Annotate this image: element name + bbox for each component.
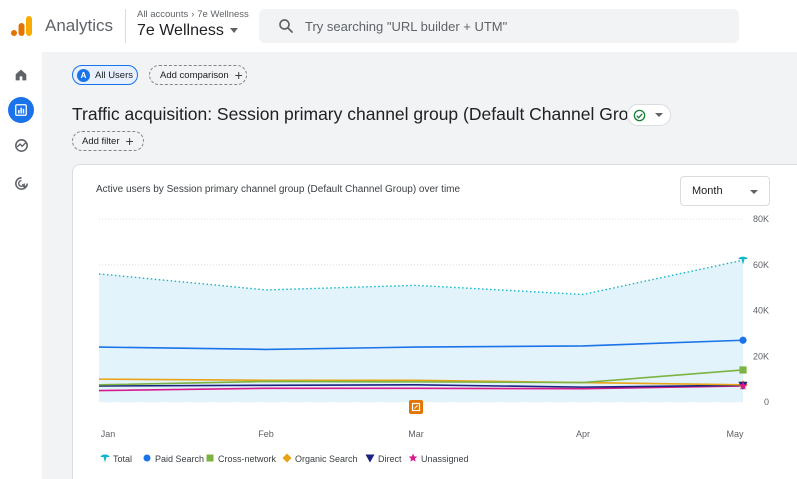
chevron-right-icon: › bbox=[191, 9, 195, 19]
legend-label: Unassigned bbox=[421, 454, 469, 464]
advertising-icon bbox=[14, 176, 28, 190]
breadcrumb-account[interactable]: 7e Wellness bbox=[197, 9, 249, 20]
explore-icon bbox=[14, 138, 28, 152]
legend-marker-organic-search bbox=[282, 453, 292, 463]
x-tick-label: Feb bbox=[258, 429, 274, 439]
page-title: Traffic acquisition: Session primary cha… bbox=[72, 104, 654, 124]
y-tick-label: 80K bbox=[753, 214, 769, 224]
top-bar: Analytics All accounts › 7e Wellness 7e We… bbox=[0, 0, 797, 52]
legend-label: Total bbox=[113, 454, 132, 464]
add-filter-button[interactable]: Add filter + bbox=[72, 131, 144, 151]
chart-area-fill bbox=[99, 260, 743, 402]
y-tick-label: 60K bbox=[753, 260, 769, 270]
chart-legend: Total Paid Search Cross-network Organic Sea… bbox=[100, 453, 469, 464]
legend-label: Paid Search bbox=[155, 454, 204, 464]
series-line-unassigned bbox=[98, 385, 744, 392]
home-icon bbox=[15, 69, 27, 81]
legend-marker-paid-search bbox=[143, 454, 151, 462]
app-name: Analytics bbox=[45, 16, 114, 35]
legend-marker-cross-network bbox=[206, 454, 214, 462]
left-nav bbox=[0, 52, 42, 479]
series-marker-unassigned bbox=[738, 381, 748, 390]
analytics-logo-icon[interactable] bbox=[10, 14, 34, 38]
plus-icon: + bbox=[125, 133, 134, 149]
annotation-icon bbox=[409, 400, 423, 414]
legend-label: Cross-network bbox=[218, 454, 277, 464]
chevron-down-icon bbox=[655, 113, 663, 117]
series-marker-cross-network bbox=[739, 366, 747, 374]
chevron-down-icon bbox=[229, 28, 238, 34]
annotation-glyph bbox=[411, 402, 421, 412]
property-name: 7e Wellness bbox=[137, 22, 224, 39]
legend-marker-direct bbox=[365, 454, 375, 463]
x-tick-label: Apr bbox=[576, 429, 590, 439]
legend-item-organic-search: Organic Search bbox=[282, 453, 358, 464]
chart-title: Active users by Session primary channel … bbox=[96, 184, 461, 195]
x-tick-label: Jan bbox=[101, 429, 116, 439]
y-tick-label: 0 bbox=[764, 397, 769, 407]
series-marker-paid-search bbox=[739, 336, 747, 344]
breadcrumb[interactable]: All accounts › 7e Wellness bbox=[137, 9, 249, 20]
nav-advertising[interactable] bbox=[8, 170, 34, 196]
legend-label: Organic Search bbox=[295, 454, 358, 464]
legend-item-total: Total bbox=[100, 454, 132, 464]
period-select[interactable]: Month bbox=[680, 176, 770, 206]
add-comparison-label: Add comparison bbox=[160, 69, 229, 81]
y-tick-label: 20K bbox=[753, 351, 769, 361]
series-line-cross-network bbox=[98, 369, 744, 386]
x-tick-label: Mar bbox=[408, 429, 424, 439]
series-marker-total bbox=[738, 256, 748, 265]
comparison-label: All Users bbox=[95, 69, 134, 81]
series-line-organic-search bbox=[98, 378, 744, 386]
annotation-glyph-line bbox=[414, 405, 418, 409]
legend-item-paid-search: Paid Search bbox=[143, 454, 204, 464]
add-comparison-button[interactable]: Add comparison + bbox=[149, 65, 247, 85]
pin-head bbox=[100, 454, 110, 457]
check-circle-icon bbox=[633, 109, 646, 121]
add-filter-label: Add filter bbox=[82, 135, 120, 147]
comparison-chip-all-users[interactable]: A All Users bbox=[72, 65, 138, 85]
nav-explore[interactable] bbox=[8, 132, 34, 158]
legend-label: Direct bbox=[378, 454, 402, 464]
search-input[interactable] bbox=[305, 9, 725, 43]
legend-marker-unassigned bbox=[408, 453, 418, 462]
reports-icon bbox=[15, 104, 27, 116]
chevron-down-icon bbox=[750, 190, 758, 194]
plus-icon: + bbox=[234, 67, 243, 83]
property-selector[interactable]: 7e Wellness bbox=[137, 22, 238, 40]
pin-head bbox=[738, 256, 748, 260]
pin-stem bbox=[741, 259, 745, 265]
nav-home[interactable] bbox=[8, 62, 34, 88]
chart-end-markers bbox=[738, 256, 748, 390]
legend-item-cross-network: Cross-network bbox=[206, 454, 277, 464]
legend-marker-total bbox=[100, 454, 110, 463]
chart-annotations bbox=[409, 400, 423, 414]
search-icon bbox=[279, 19, 293, 33]
x-tick-label: May bbox=[726, 429, 744, 439]
breadcrumb-accounts[interactable]: All accounts bbox=[137, 9, 189, 20]
report-status-dropdown[interactable] bbox=[627, 104, 671, 126]
chart-series-lines bbox=[98, 259, 744, 392]
search-bar[interactable] bbox=[259, 9, 739, 43]
pin-stem bbox=[103, 457, 107, 463]
total-area bbox=[99, 260, 743, 402]
series-line-direct bbox=[98, 384, 744, 388]
y-tick-label: 40K bbox=[753, 306, 769, 316]
x-axis-ticks: Jan Feb Mar Apr May bbox=[101, 429, 744, 439]
legend-item-unassigned: Unassigned bbox=[408, 453, 469, 464]
nav-reports[interactable] bbox=[8, 97, 34, 123]
period-value: Month bbox=[692, 185, 723, 197]
y-axis-ticks: 0 20K 40K 60K 80K bbox=[753, 214, 769, 407]
comparison-letter: A bbox=[77, 68, 90, 82]
series-line-paid-search bbox=[98, 339, 744, 351]
divider bbox=[125, 9, 126, 43]
legend-item-direct: Direct bbox=[365, 454, 402, 464]
